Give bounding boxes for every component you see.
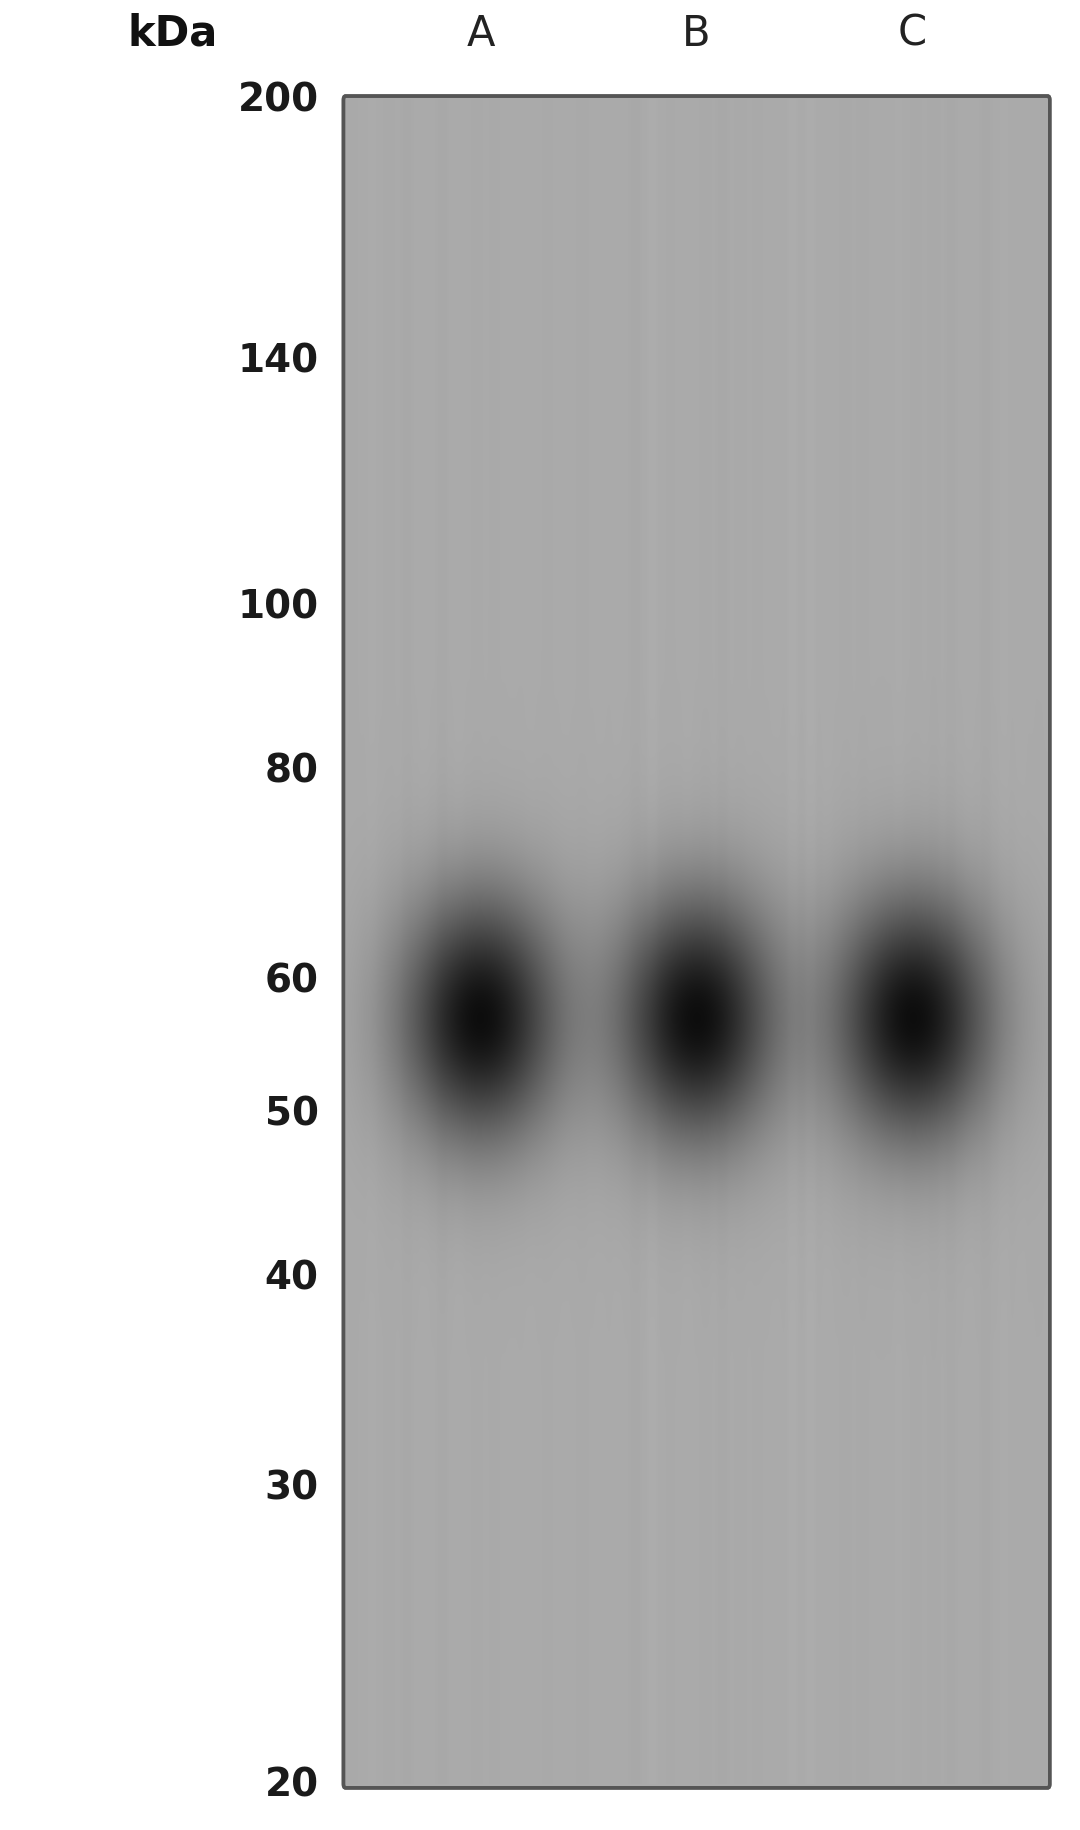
Bar: [717, 104, 728, 1781]
Bar: [876, 104, 887, 1781]
Bar: [559, 104, 570, 1781]
Bar: [366, 104, 377, 1781]
Bar: [486, 104, 518, 1781]
Bar: [840, 104, 851, 1781]
Bar: [928, 104, 939, 1781]
Bar: [384, 104, 395, 1781]
Bar: [542, 104, 553, 1781]
Bar: [735, 104, 746, 1781]
Bar: [806, 104, 816, 1781]
Text: 80: 80: [265, 752, 319, 789]
Bar: [700, 104, 711, 1781]
Bar: [675, 104, 718, 1781]
Bar: [981, 104, 991, 1781]
Bar: [595, 104, 606, 1781]
Bar: [770, 104, 781, 1781]
Bar: [525, 104, 536, 1781]
Bar: [630, 104, 640, 1781]
Bar: [441, 104, 477, 1781]
Bar: [946, 104, 957, 1781]
Bar: [702, 104, 734, 1781]
Bar: [472, 104, 483, 1781]
Bar: [577, 104, 588, 1781]
Bar: [459, 104, 502, 1781]
Bar: [665, 104, 676, 1781]
Text: B: B: [683, 13, 711, 55]
Bar: [893, 104, 904, 1781]
Bar: [683, 104, 693, 1781]
Text: 30: 30: [265, 1469, 319, 1506]
Bar: [507, 104, 517, 1781]
Bar: [910, 104, 921, 1781]
Bar: [1034, 104, 1044, 1781]
Bar: [455, 104, 465, 1781]
FancyBboxPatch shape: [343, 97, 1050, 1788]
Bar: [489, 104, 500, 1781]
Bar: [823, 104, 834, 1781]
Bar: [657, 104, 694, 1781]
Text: 40: 40: [265, 1259, 319, 1296]
Text: 200: 200: [238, 82, 319, 119]
Text: 140: 140: [238, 342, 319, 381]
Text: A: A: [467, 13, 495, 55]
Bar: [419, 104, 430, 1781]
Bar: [858, 104, 868, 1781]
Bar: [349, 104, 360, 1781]
Bar: [436, 104, 447, 1781]
Text: 50: 50: [265, 1096, 319, 1133]
Text: 20: 20: [265, 1766, 319, 1803]
Bar: [753, 104, 764, 1781]
Bar: [1016, 104, 1027, 1781]
Bar: [402, 104, 413, 1781]
Text: kDa: kDa: [127, 13, 218, 55]
Bar: [891, 104, 934, 1781]
Bar: [647, 104, 658, 1781]
Text: C: C: [899, 13, 927, 55]
Text: 100: 100: [238, 589, 319, 626]
Bar: [963, 104, 974, 1781]
Bar: [873, 104, 910, 1781]
Bar: [918, 104, 950, 1781]
Bar: [612, 104, 623, 1781]
Bar: [787, 104, 798, 1781]
Bar: [998, 104, 1009, 1781]
Text: 60: 60: [265, 963, 319, 999]
